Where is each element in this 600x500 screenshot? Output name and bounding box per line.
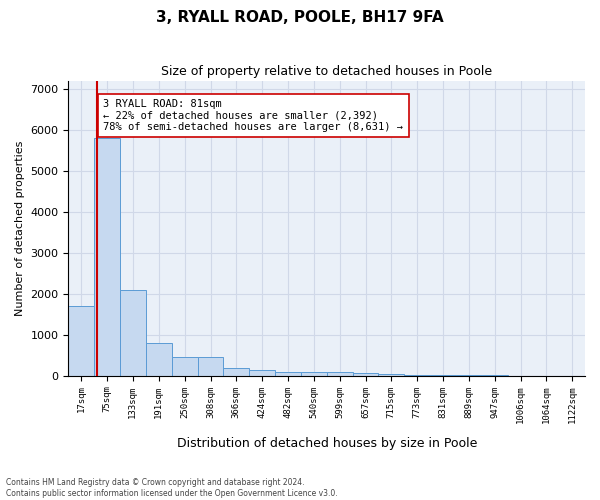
- Bar: [353, 374, 379, 376]
- Bar: [146, 343, 172, 376]
- Bar: [172, 358, 197, 376]
- Bar: [327, 372, 353, 376]
- Bar: [197, 358, 223, 376]
- Y-axis label: Number of detached properties: Number of detached properties: [15, 140, 25, 316]
- X-axis label: Distribution of detached houses by size in Poole: Distribution of detached houses by size …: [176, 437, 477, 450]
- Text: 3 RYALL ROAD: 81sqm
← 22% of detached houses are smaller (2,392)
78% of semi-det: 3 RYALL ROAD: 81sqm ← 22% of detached ho…: [103, 99, 403, 132]
- Text: Contains HM Land Registry data © Crown copyright and database right 2024.
Contai: Contains HM Land Registry data © Crown c…: [6, 478, 338, 498]
- Bar: [249, 370, 275, 376]
- Bar: [68, 306, 94, 376]
- Bar: [404, 375, 430, 376]
- Bar: [301, 372, 327, 376]
- Title: Size of property relative to detached houses in Poole: Size of property relative to detached ho…: [161, 65, 492, 78]
- Text: 3, RYALL ROAD, POOLE, BH17 9FA: 3, RYALL ROAD, POOLE, BH17 9FA: [156, 10, 444, 25]
- Bar: [120, 290, 146, 376]
- Bar: [379, 374, 404, 376]
- Bar: [430, 375, 456, 376]
- Bar: [275, 372, 301, 376]
- Bar: [94, 138, 120, 376]
- Bar: [223, 368, 249, 376]
